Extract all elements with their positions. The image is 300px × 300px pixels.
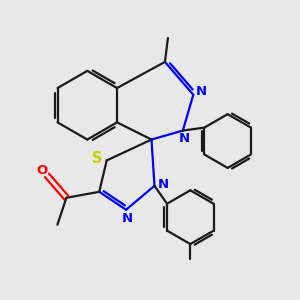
Text: N: N bbox=[157, 178, 168, 191]
Text: S: S bbox=[92, 151, 102, 166]
Text: N: N bbox=[122, 212, 133, 225]
Text: O: O bbox=[36, 164, 47, 176]
Text: N: N bbox=[196, 85, 207, 98]
Text: N: N bbox=[179, 133, 190, 146]
